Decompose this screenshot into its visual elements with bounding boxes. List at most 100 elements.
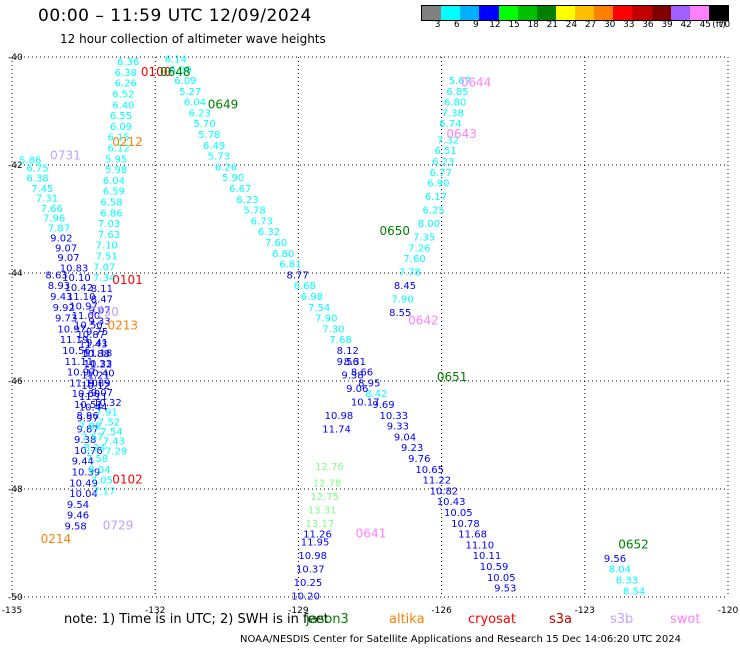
swh-value: 12.78 xyxy=(313,478,342,489)
swh-value: 7.91 xyxy=(96,408,118,419)
swh-value: 10.60 xyxy=(72,389,101,400)
swh-value: 9.89 xyxy=(88,378,110,389)
swh-value: 10.44 xyxy=(79,403,108,414)
swh-value: 10.83 xyxy=(60,263,89,274)
swh-value: 10.40 xyxy=(86,369,115,380)
swh-value: 9.53 xyxy=(494,584,516,595)
swh-value: 9.54 xyxy=(67,500,89,511)
swh-value: 9.33 xyxy=(88,316,110,327)
swh-value: 8.11 xyxy=(91,284,113,295)
swh-value: 9.56 xyxy=(604,554,626,565)
color-scale-label: 27 xyxy=(584,20,597,30)
swh-value: 7.31 xyxy=(36,194,58,205)
swh-value: 9.38 xyxy=(74,435,96,446)
color-scale-label: 3 xyxy=(434,20,441,30)
swh-value: 7.60 xyxy=(265,238,287,249)
color-scale-label: 30 xyxy=(603,20,616,30)
swh-value: 6.04 xyxy=(103,176,125,187)
swh-value: 8.12 xyxy=(337,346,359,357)
swh-value: 12.76 xyxy=(315,462,344,473)
swh-value: 10.50 xyxy=(74,321,103,332)
swh-value: 7.45 xyxy=(31,184,53,195)
swh-value: 9.02 xyxy=(50,234,72,245)
swh-value: 11.95 xyxy=(301,538,330,549)
swh-value: 8.54 xyxy=(623,586,645,597)
swh-value: 8.45 xyxy=(394,281,416,292)
swh-value: 6.75 xyxy=(26,163,48,174)
swh-value: 8.33 xyxy=(616,576,638,587)
swh-value: 7.52 xyxy=(98,417,120,428)
color-scale-label: 21 xyxy=(546,20,559,30)
color-scale-swatch xyxy=(441,6,461,20)
swh-value: 11.43 xyxy=(79,340,108,351)
swh-value: 5.27 xyxy=(179,87,201,98)
swh-value: 11.10 xyxy=(67,292,96,303)
swh-value: 6.32 xyxy=(258,227,280,238)
color-scale-label: 42 xyxy=(680,20,692,30)
swh-value: 8.04 xyxy=(609,565,631,576)
swh-value: 7.17 xyxy=(93,486,115,497)
swh-value: 5.86 xyxy=(19,155,41,166)
color-scale-label: 6 xyxy=(453,20,460,30)
color-scale-swatch xyxy=(517,6,537,20)
swh-value: 12.75 xyxy=(310,492,339,503)
swh-value: 7.03 xyxy=(98,219,120,230)
swh-value: 6.09 xyxy=(110,122,132,133)
swh-value: 10.97 xyxy=(67,368,96,379)
pass-time-label: 0641 xyxy=(356,527,387,541)
color-scale-swatch xyxy=(594,6,614,20)
swh-value: 9.33 xyxy=(387,422,409,433)
pass-time-label: 0649 xyxy=(208,97,239,111)
swh-value: 10.98 xyxy=(298,551,327,562)
pass-time-label: 0644 xyxy=(461,76,492,90)
swh-value: 7.26 xyxy=(408,243,430,254)
y-tick-label: -48 xyxy=(8,485,23,495)
swh-value: 6.14 xyxy=(165,54,187,65)
swh-value: 5.98 xyxy=(105,165,127,176)
x-tick-label: -120 xyxy=(718,606,739,616)
pass-time-label: 0729 xyxy=(103,519,134,533)
pass-time-label: 0650 xyxy=(380,224,411,238)
swh-value: 7.29 xyxy=(105,446,127,457)
swh-value: 8.77 xyxy=(286,270,308,281)
pass-time-label: 0643 xyxy=(446,127,477,141)
swh-value: 8.47 xyxy=(91,295,113,306)
swh-value: 6.17 xyxy=(425,192,447,203)
footer-note: note: 1) Time is in UTC; 2) SWH is in fe… xyxy=(0,612,740,632)
swh-value: 6.09 xyxy=(174,76,196,87)
color-scale-label: 18 xyxy=(527,20,539,30)
swh-value: 11.19 xyxy=(60,335,89,346)
swh-value: 11.68 xyxy=(458,530,487,541)
satellite-legend-s3b: s3b xyxy=(610,612,634,627)
color-scale-swatch xyxy=(479,6,499,20)
color-scale-label: 9 xyxy=(472,20,479,30)
swh-value: 7.78 xyxy=(399,268,421,279)
pass-time-label: 0102 xyxy=(112,473,143,487)
swh-value: 5.73 xyxy=(208,152,230,163)
swh-value: 6.85 xyxy=(446,87,468,98)
swh-value: 10.56 xyxy=(62,346,91,357)
swh-value: 9.76 xyxy=(408,454,430,465)
satellite-legend-jason3: jason3 xyxy=(306,612,349,627)
swh-value: 10.49 xyxy=(69,478,98,489)
swh-value: 11.10 xyxy=(69,378,98,389)
swh-value: 10.37 xyxy=(296,565,325,576)
swh-value: 10.42 xyxy=(65,283,94,294)
swh-value: 6.80 xyxy=(272,249,294,260)
pass-time-label: 0101 xyxy=(112,273,143,287)
color-scale-label: 36 xyxy=(642,20,654,30)
swh-value: 7.87 xyxy=(48,223,70,234)
swh-value: 9.07 xyxy=(88,306,110,317)
time-swh-note: note: 1) Time is in UTC; 2) SWH is in fe… xyxy=(64,612,329,627)
chart-subtitle: 12 hour collection of altimeter wave hei… xyxy=(60,32,326,46)
color-scale-label: 45 xyxy=(699,20,712,30)
swh-value: 7.66 xyxy=(41,204,63,215)
swh-value: 6.68 xyxy=(294,281,316,292)
swh-value: 11.18 xyxy=(84,349,113,360)
color-scale-swatch xyxy=(689,6,709,20)
color-scale-swatch xyxy=(460,6,480,20)
swh-value: 9.87 xyxy=(76,424,98,435)
swh-value: 9.06 xyxy=(346,384,368,395)
color-scale-label: 70 xyxy=(718,20,731,30)
